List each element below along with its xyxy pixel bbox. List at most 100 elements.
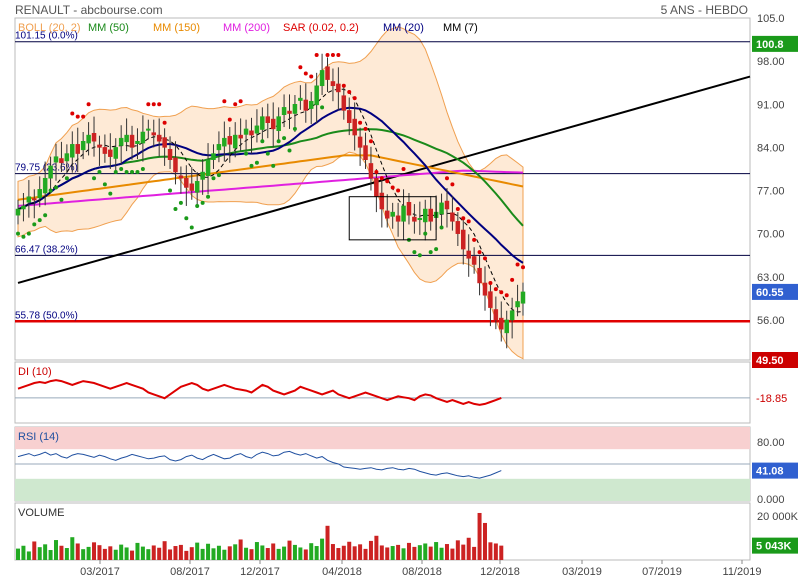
volume-bar [439, 547, 444, 560]
sar-dot [92, 176, 97, 181]
legend-item: MM (20) [383, 22, 424, 34]
sar-dot [32, 222, 37, 227]
candle-body [108, 149, 113, 157]
rsi-tick-label: 0.000 [757, 494, 785, 506]
sar-dot [444, 176, 449, 181]
volume-bar [472, 546, 477, 560]
sar-dot [135, 170, 140, 175]
volume-bar [330, 544, 335, 560]
candle-body [455, 221, 461, 234]
y-tick-label: 84.00 [757, 142, 785, 154]
sar-dot [510, 277, 515, 282]
sar-dot [119, 166, 124, 171]
di-value-label: -18.85 [756, 393, 787, 405]
sar-dot [97, 170, 102, 175]
sar-dot [157, 102, 162, 107]
candle-body [222, 137, 227, 147]
sar-dot [189, 225, 194, 230]
volume-bar [379, 545, 384, 560]
sar-dot [184, 216, 189, 221]
volume-bar [352, 546, 357, 560]
mm7-line [17, 88, 524, 313]
x-tick-label: 12/2017 [240, 566, 280, 578]
period-label[interactable]: 5 ANS - HEBDO [660, 3, 748, 17]
volume-bar [368, 540, 373, 560]
y-tick-label: 63.00 [757, 272, 785, 284]
rsi-oversold-zone [15, 478, 750, 501]
volume-bar [450, 548, 455, 560]
candle-body [146, 128, 151, 131]
volume-bar [482, 522, 487, 560]
volume-bar [140, 546, 145, 560]
sar-dot [130, 170, 135, 175]
candle-body [412, 216, 417, 222]
candle-body [298, 97, 303, 101]
sar-dot [314, 52, 319, 57]
volume-bar [417, 545, 422, 560]
candle-body [15, 208, 21, 216]
candle-body [173, 157, 178, 173]
candle-body [80, 140, 86, 151]
rsi-tick-label: 80.00 [757, 437, 785, 449]
sar-dot [298, 65, 303, 70]
volume-bar [461, 544, 466, 560]
volume-bar [146, 549, 151, 560]
volume-bar [32, 541, 37, 560]
candle-body [178, 175, 184, 179]
price-tag [752, 35, 798, 52]
y-tick-label: 91.00 [757, 99, 785, 111]
sar-dot [233, 102, 238, 107]
sar-dot [238, 99, 243, 104]
sar-dot [102, 182, 107, 187]
volume-bar [81, 549, 86, 560]
sar-dot [173, 207, 178, 212]
volume-bar [396, 544, 401, 560]
y-tick-label: 105.0 [757, 13, 785, 25]
sar-dot [178, 200, 183, 205]
volume-bar [347, 541, 352, 560]
candle-body [260, 116, 265, 130]
volume-title: VOLUME [18, 507, 64, 519]
volume-bar [488, 542, 493, 560]
candle-body [118, 137, 124, 146]
volume-bar [499, 545, 504, 560]
sar-dot [347, 89, 352, 94]
sar-dot [211, 176, 216, 181]
volume-bar [244, 547, 249, 560]
candle-body [124, 134, 129, 143]
sar-dot [200, 200, 205, 205]
x-tick-label: 03/2019 [562, 566, 602, 578]
price-tag-label: 60.55 [756, 287, 784, 299]
candle-body [216, 144, 222, 151]
volume-bar [265, 548, 270, 560]
candle-body [64, 153, 70, 162]
sar-dot [81, 114, 86, 119]
candle-body [466, 250, 471, 259]
legend-item: MM (200) [223, 22, 270, 34]
volume-bar [48, 550, 53, 560]
candle-body [439, 202, 444, 215]
bollinger-band [17, 26, 524, 360]
sar-dot [352, 96, 357, 101]
sar-dot [504, 293, 509, 298]
volume-bar [227, 546, 232, 560]
trend-line [17, 75, 751, 284]
volume-bar [54, 540, 59, 560]
sar-dot [222, 99, 227, 104]
volume-bar [282, 546, 287, 560]
di-panel [14, 361, 751, 424]
volume-bar [390, 546, 395, 560]
volume-bar [254, 542, 259, 560]
sar-dot [70, 111, 75, 116]
sar-dot [124, 170, 129, 175]
candle-body [471, 256, 477, 265]
sar-dot [195, 203, 200, 208]
volume-bar [260, 545, 265, 560]
mm20-line [17, 106, 524, 264]
x-tick-label: 08/2017 [170, 566, 210, 578]
rsi-value-label: 41.08 [756, 466, 784, 478]
candle-body [205, 159, 211, 177]
sar-dot [477, 250, 482, 255]
legend-item: BOLL (20, 2) [18, 22, 81, 34]
